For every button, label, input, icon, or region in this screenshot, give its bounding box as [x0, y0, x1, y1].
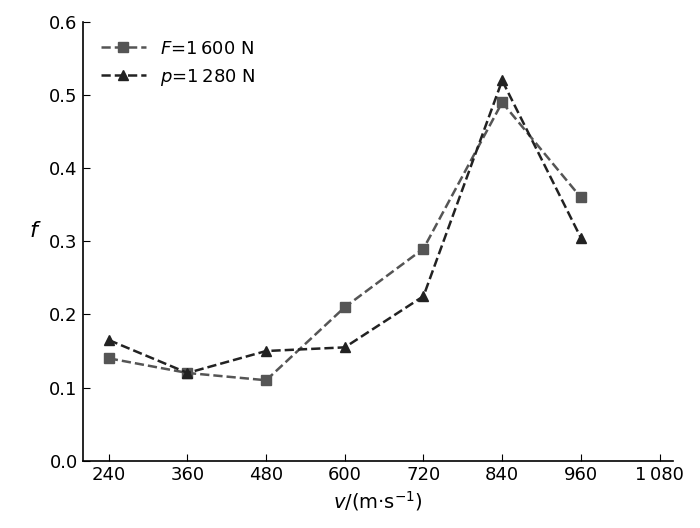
$p$=1 280 N [577, 234, 585, 241]
$p$=1 280 N [341, 344, 349, 351]
$p$=1 280 N [419, 293, 428, 299]
$p$=1 280 N [262, 348, 270, 354]
$F$=1 600 N [183, 370, 192, 376]
$p$=1 280 N [104, 337, 113, 343]
$F$=1 600 N [104, 355, 113, 362]
Line: $F$=1 600 N: $F$=1 600 N [104, 98, 586, 385]
$F$=1 600 N [262, 377, 270, 383]
$F$=1 600 N [419, 246, 428, 252]
$p$=1 280 N [183, 370, 192, 376]
$F$=1 600 N [341, 304, 349, 310]
$p$=1 280 N [498, 77, 506, 83]
Line: $p$=1 280 N: $p$=1 280 N [104, 76, 586, 378]
$F$=1 600 N [577, 194, 585, 201]
$F$=1 600 N [498, 99, 506, 106]
Y-axis label: $f$: $f$ [29, 221, 41, 241]
X-axis label: $v$/(m·s$^{-1}$): $v$/(m·s$^{-1}$) [332, 489, 423, 513]
Legend: $F$=1 600 N, $p$=1 280 N: $F$=1 600 N, $p$=1 280 N [92, 31, 265, 97]
